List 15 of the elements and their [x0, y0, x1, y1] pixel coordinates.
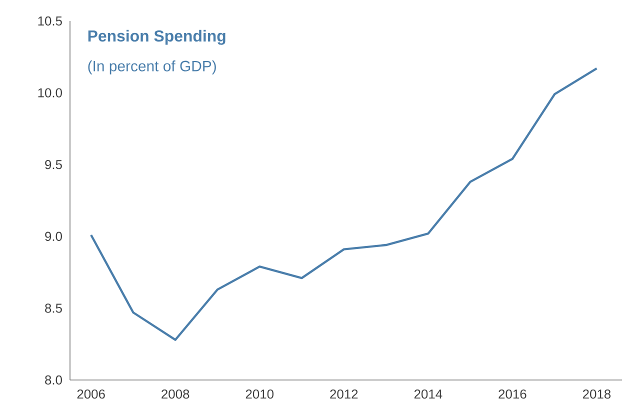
x-tick-label: 2012 — [330, 389, 358, 399]
text: Pension Spending — [88, 30, 226, 45]
y-tick-label: 9.0 — [45, 232, 62, 241]
x-tick-label: 2006 — [77, 389, 105, 399]
x-tick-label: 2014 — [414, 389, 442, 399]
y-tick-label: 8.0 — [45, 375, 62, 385]
y-tick-label: 10.0 — [38, 88, 62, 98]
y-tick-label: 10.5 — [38, 16, 62, 26]
y-tick-label: 9.5 — [45, 160, 62, 170]
x-tick-label: 2010 — [246, 389, 274, 399]
y-tick-label: 8.5 — [45, 304, 62, 313]
text: (In percent of GDP) — [88, 60, 216, 74]
x-tick-label: 2016 — [498, 389, 526, 399]
x-tick-label: 2008 — [162, 389, 190, 399]
x-tick-label: 2018 — [582, 389, 611, 399]
